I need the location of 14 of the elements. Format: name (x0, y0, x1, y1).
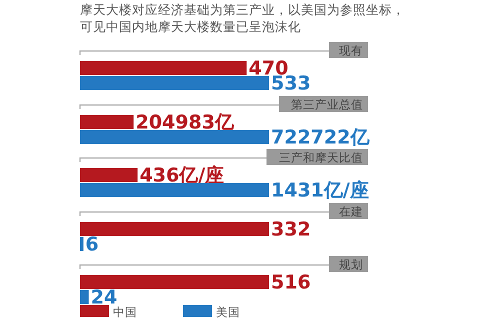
data-label: 204983亿 (136, 111, 235, 133)
y-tick-label: 第三产业总值 (291, 97, 363, 111)
text: 摩天大楼对应经济基础为第三产业，以美国为参照坐标，可见中国内地摩天大楼数量已呈泡沫化 (80, 2, 405, 34)
legend-label: 美国 (216, 305, 240, 319)
data-label: 516 (271, 272, 311, 294)
y-tick-label: 在建 (339, 204, 363, 218)
data-label: 722722亿 (271, 126, 370, 148)
data-label: 332 (271, 218, 311, 240)
y-tick-label: 规划 (339, 258, 363, 272)
y-tick-label: 现有 (339, 44, 363, 58)
y-tick-label: 三产和摩天比值 (279, 150, 363, 164)
data-label: 6 (85, 233, 99, 255)
data-label: 1431亿/座 (271, 180, 369, 202)
data-label: 436亿/座 (140, 164, 224, 186)
